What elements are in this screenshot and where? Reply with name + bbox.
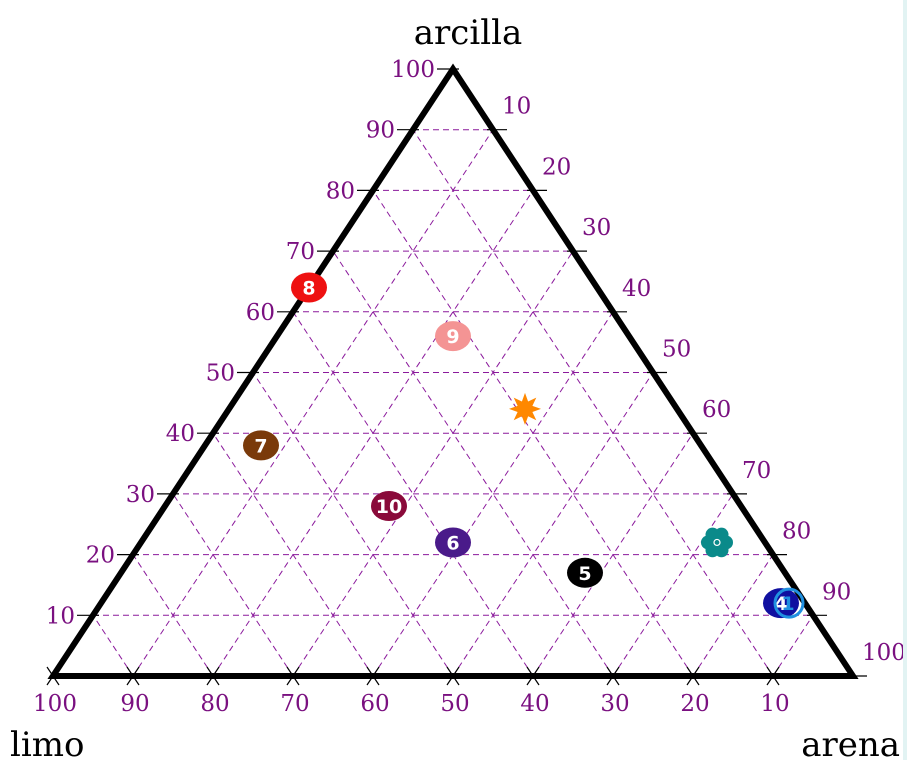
point-marker	[291, 272, 327, 303]
point-label: 8	[302, 278, 315, 300]
window-edge	[903, 0, 907, 760]
silt-tick-b-70	[286, 666, 300, 686]
point-label: 1	[781, 593, 794, 615]
data-point-5: 5	[567, 557, 603, 588]
axis-label-bottom-left: limo	[10, 725, 84, 760]
grid-lines	[92, 129, 814, 677]
silt-tick-b-10	[766, 666, 780, 686]
silt-tick-b-40	[526, 666, 540, 686]
sand-tick-label: 100	[862, 640, 906, 666]
silt-tick-label: 10	[760, 691, 789, 717]
silt-tick-b-50	[446, 666, 460, 686]
point-marker	[773, 587, 805, 619]
clay-tick-label: 50	[206, 361, 235, 387]
clay-tick-label: 40	[166, 421, 195, 447]
point-marker	[763, 588, 799, 619]
data-point-6: 6	[435, 527, 471, 558]
grid-line-silt-50	[252, 372, 454, 677]
silt-tick-b-90	[126, 666, 140, 686]
axis-label-top: arcilla	[414, 13, 522, 53]
point-marker	[435, 321, 471, 352]
grid-line-silt-10	[412, 129, 774, 677]
clay-tick-label: 80	[326, 178, 355, 204]
clay-tick-label: 10	[46, 603, 75, 629]
axis-label-bottom-right: arena	[801, 725, 900, 760]
point-marker	[243, 430, 279, 461]
silt-tick-b-20	[686, 666, 700, 686]
point-label: 6	[446, 532, 459, 554]
data-point-7: 7	[243, 430, 279, 461]
sand-tick-label: 50	[662, 337, 691, 363]
data-point-flower	[701, 527, 733, 558]
silt-tick-label: 20	[680, 691, 709, 717]
tick-marks	[46, 68, 867, 686]
data-point-10: 10	[371, 491, 407, 522]
sand-tick-label: 30	[582, 215, 611, 241]
point-label: 5	[578, 563, 591, 585]
sand-tick-label: 90	[822, 579, 851, 605]
point-marker	[435, 527, 471, 558]
silt-tick-label: 100	[33, 691, 77, 717]
sand-tick-label: 80	[782, 519, 811, 545]
silt-tick-label: 40	[520, 691, 549, 717]
silt-tick-label: 80	[200, 691, 229, 717]
sand-tick-label: 60	[702, 397, 731, 423]
data-point-9: 9	[435, 321, 471, 352]
clay-tick-label: 30	[126, 482, 155, 508]
grid-line-sand-80	[692, 554, 774, 677]
silt-tick-label: 90	[120, 691, 149, 717]
silt-tick-b-100	[46, 666, 60, 686]
sand-tick-label: 40	[622, 276, 651, 302]
point-label: 7	[254, 435, 267, 457]
sand-tick-label: 70	[742, 458, 771, 484]
silt-tick-b-30	[606, 666, 620, 686]
point-marker	[567, 557, 603, 588]
grid-line-sand-90	[772, 615, 814, 677]
grid-line-silt-60	[212, 432, 374, 677]
sand-tick-label: 10	[502, 94, 531, 120]
grid-line-sand-10	[132, 129, 494, 677]
silt-tick-label: 30	[600, 691, 629, 717]
clay-tick-label: 100	[391, 57, 435, 83]
data-point-8: 8	[291, 272, 327, 303]
grid-line-silt-90	[92, 615, 134, 677]
grid-line-sand-60	[532, 432, 694, 677]
tick-labels: 10 10 10 20 20 20 30 30 30 40 40 40 50 50 50 60 60 60 70 70…	[33, 57, 906, 717]
point-label: 9	[446, 326, 459, 348]
silt-tick-label: 50	[440, 691, 469, 717]
flower-dot	[713, 538, 721, 547]
data-point-star	[509, 392, 541, 425]
grid-line-silt-80	[132, 554, 214, 677]
silt-tick-label: 60	[360, 691, 389, 717]
silt-tick-b-60	[366, 666, 380, 686]
flower-center	[709, 534, 725, 551]
clay-tick-label: 70	[286, 239, 315, 265]
point-marker	[371, 491, 407, 522]
silt-tick-label: 70	[280, 691, 309, 717]
star-marker	[509, 392, 541, 425]
grid-line-sand-30	[292, 250, 574, 677]
silt-tick-b-80	[206, 666, 220, 686]
data-point-1: 1	[773, 587, 805, 619]
clay-tick-label: 60	[246, 300, 275, 326]
grid-line-silt-30	[332, 250, 614, 677]
point-label: 10	[376, 496, 402, 518]
clay-tick-label: 90	[366, 118, 395, 144]
grid-line-sand-50	[452, 372, 654, 677]
clay-tick-label: 20	[86, 543, 115, 569]
grid-line-sand-70	[612, 493, 734, 677]
grid-line-silt-70	[172, 493, 294, 677]
sand-tick-label: 20	[542, 154, 571, 180]
